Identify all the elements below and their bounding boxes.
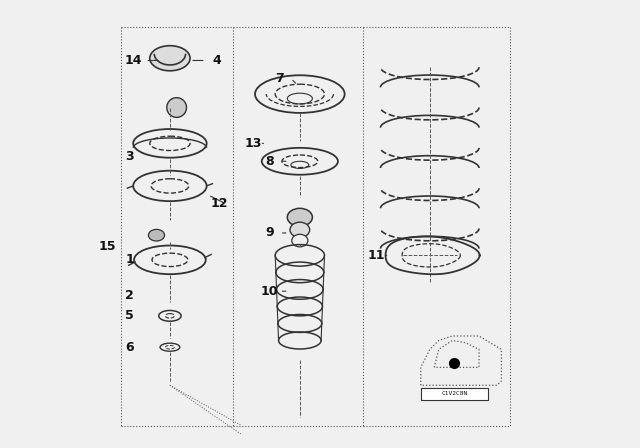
Text: 6: 6 xyxy=(125,340,134,354)
Text: 1: 1 xyxy=(125,253,134,267)
Ellipse shape xyxy=(292,234,308,247)
Ellipse shape xyxy=(287,208,312,226)
Ellipse shape xyxy=(148,229,164,241)
Ellipse shape xyxy=(150,46,190,71)
Text: 7: 7 xyxy=(275,72,284,85)
Text: 15: 15 xyxy=(99,240,116,253)
Ellipse shape xyxy=(290,222,310,237)
Text: C1V2C8N: C1V2C8N xyxy=(441,391,468,396)
Text: 10: 10 xyxy=(260,284,278,298)
Text: 13: 13 xyxy=(244,137,262,150)
Text: 2: 2 xyxy=(125,289,134,302)
Text: 9: 9 xyxy=(265,226,274,240)
Text: 14: 14 xyxy=(124,54,142,67)
Bar xyxy=(421,388,488,400)
Text: 3: 3 xyxy=(125,150,134,164)
Text: 11: 11 xyxy=(367,249,385,262)
Text: 12: 12 xyxy=(211,197,228,211)
Ellipse shape xyxy=(167,98,186,117)
Text: 5: 5 xyxy=(125,309,134,323)
Text: 8: 8 xyxy=(265,155,274,168)
Text: 4: 4 xyxy=(212,54,221,67)
